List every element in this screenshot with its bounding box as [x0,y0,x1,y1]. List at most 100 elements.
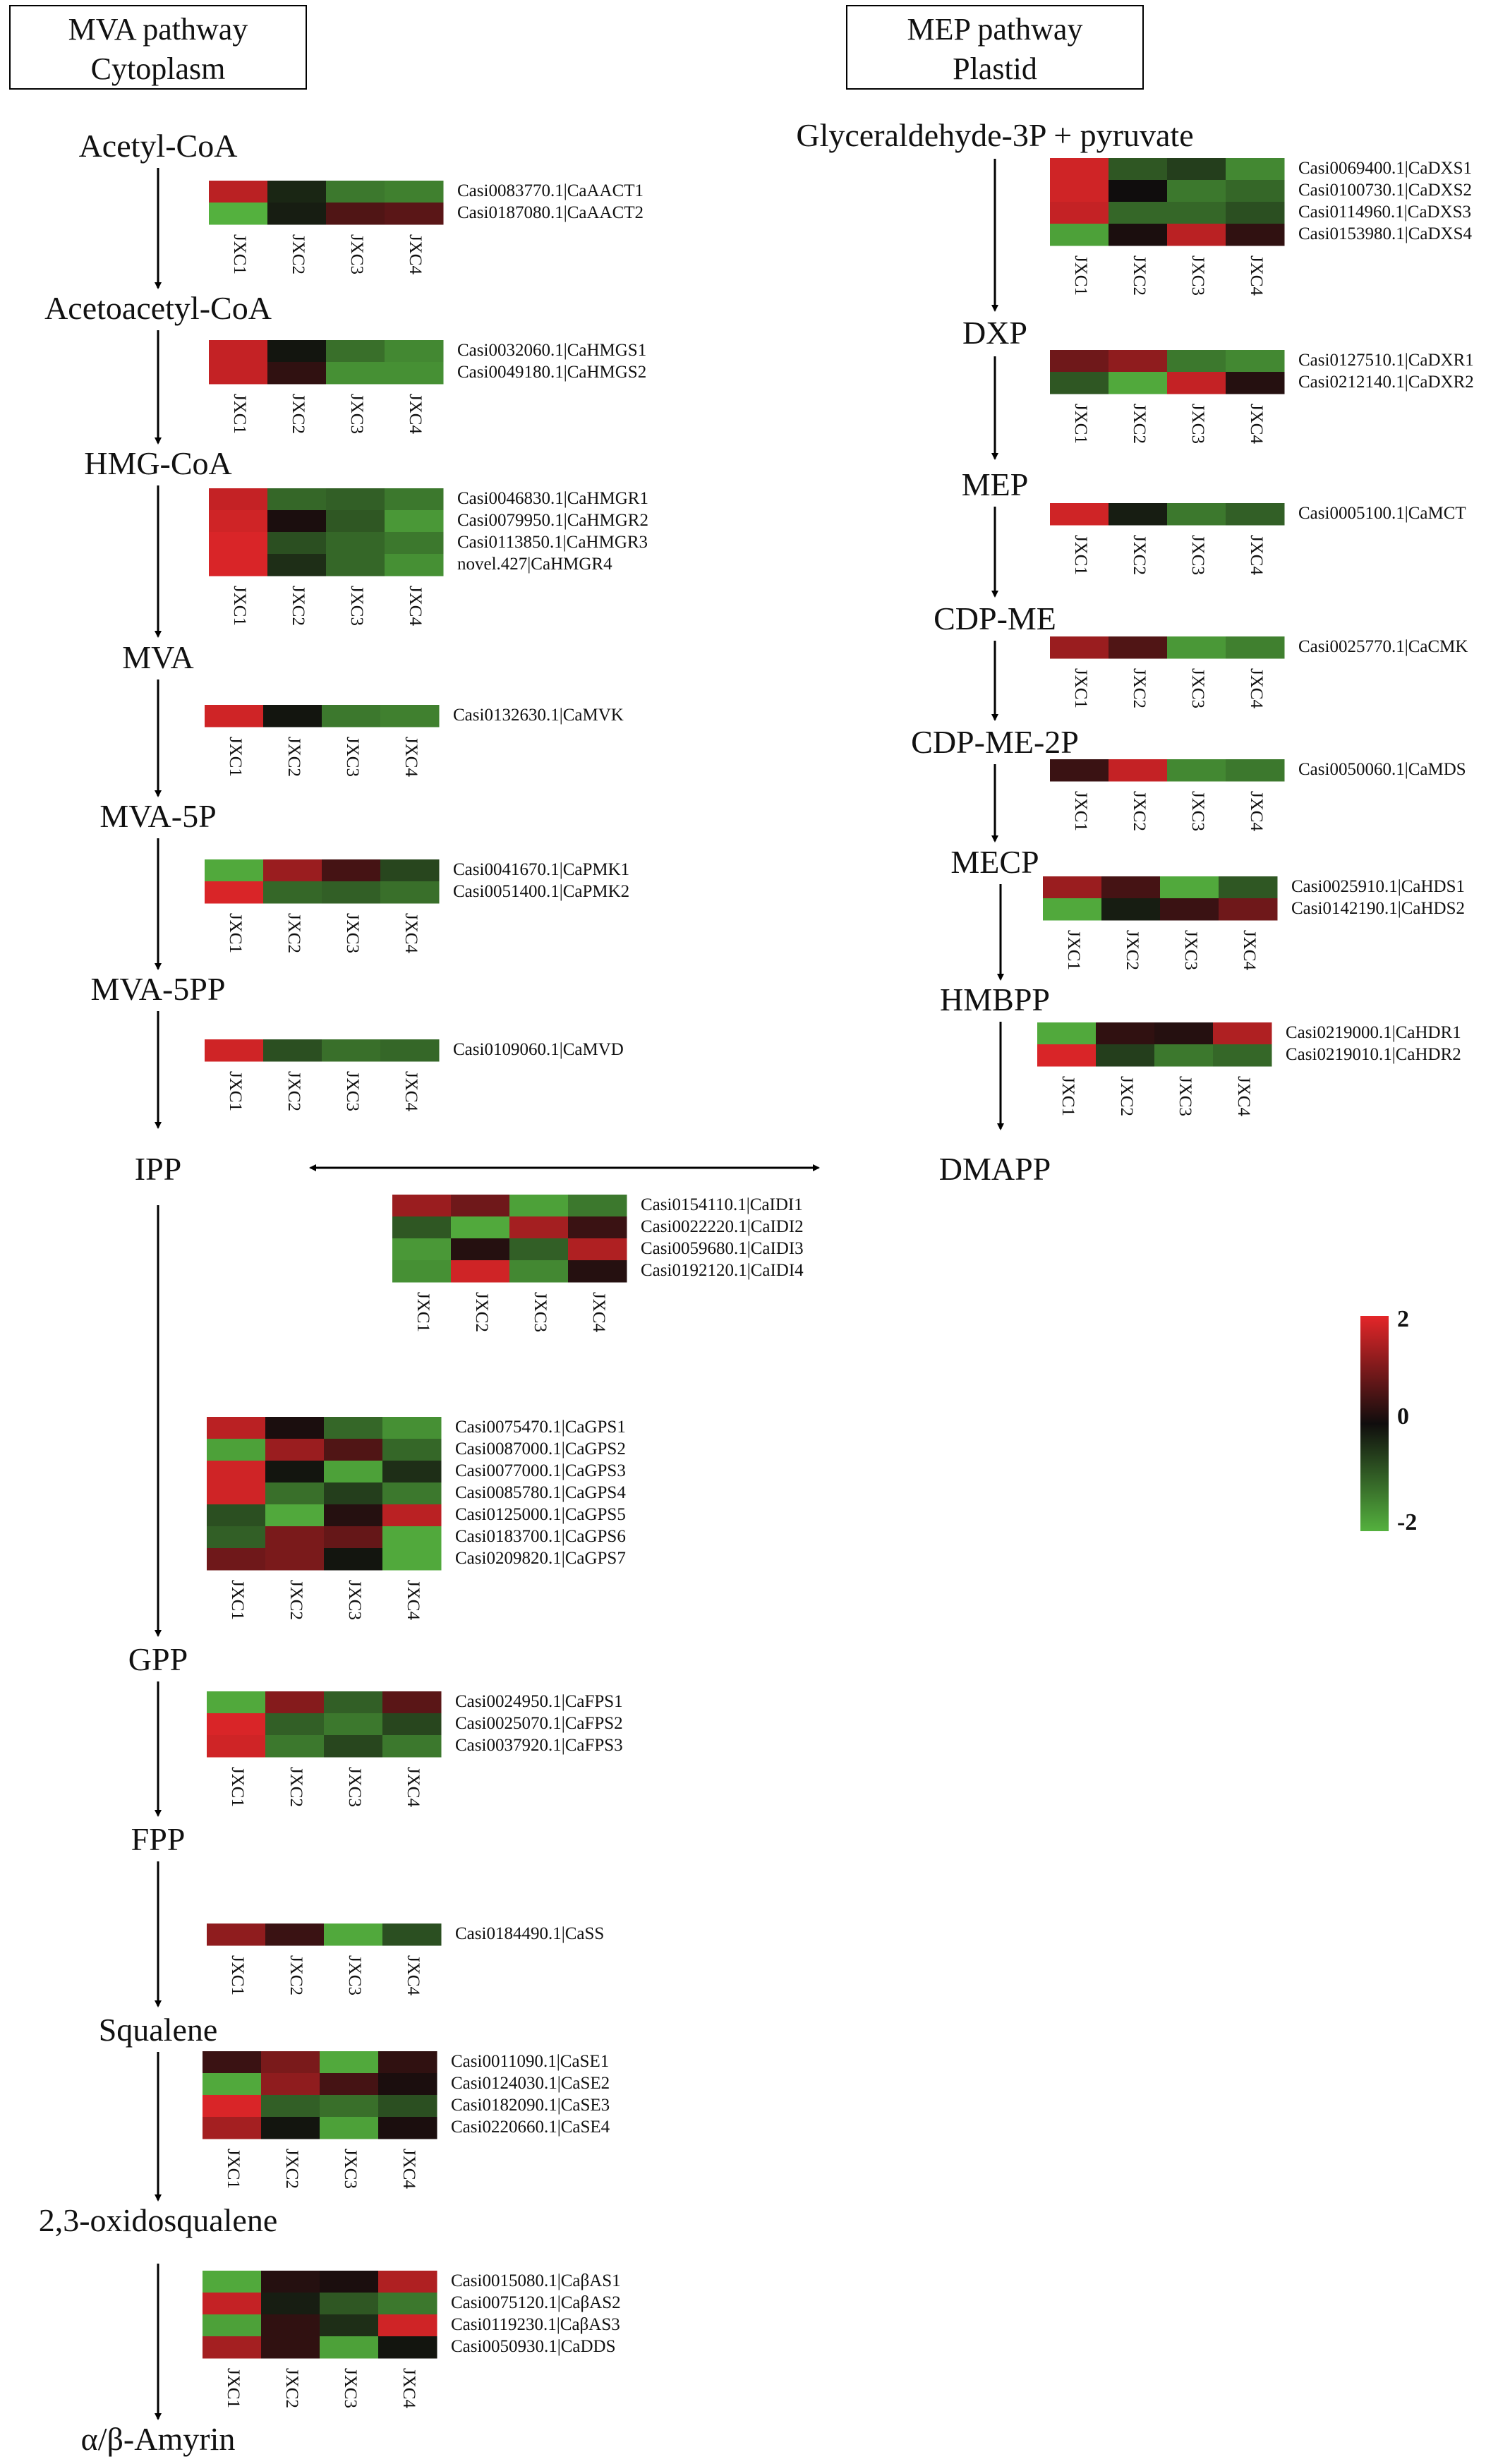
heatmap-cell [320,2051,379,2074]
heatmap-cell [385,362,444,385]
heatmap-cell [261,2051,320,2074]
heatmap-fps: Casi0024950.1|CaFPS1 Casi0025070.1|CaFPS2… [207,1691,623,1807]
heatmap-cell [263,859,322,882]
heatmap-cell [320,2117,379,2139]
sample-label: JXC4 [401,737,421,777]
sample-label: JXC1 [1071,668,1090,708]
gene-label: Casi0184490.1|CaSS [455,1924,604,1943]
heatmap-cell [265,1482,325,1505]
sample-label: JXC4 [1240,930,1259,970]
sample-label: JXC4 [1247,404,1266,444]
heatmap-cell [1109,180,1168,203]
heatmap-cell [261,2336,320,2359]
heatmap-cell [392,1260,452,1283]
metabolite-hmg-coa: HMG-CoA [84,445,232,481]
heatmap-hds: Casi0025910.1|CaHDS1 Casi0142190.1|CaHDS2… [1043,876,1465,970]
heatmap-cell [324,1526,383,1549]
heatmap-cell [205,1039,264,1062]
heatmap-cell [568,1260,627,1283]
heatmap-cell [392,1216,452,1239]
heatmap-cell [509,1238,569,1261]
heatmap-cell [263,705,322,727]
heatmap-cell [320,2095,379,2118]
heatmap-cell [1037,1044,1097,1067]
heatmap-cell [324,1713,383,1736]
heatmap-cell [380,859,440,882]
heatmap-cell [1160,876,1219,899]
gene-label: Casi0083770.1|CaAACT1 [457,181,644,200]
heatmap-cell [267,510,327,533]
heatmap-cell [324,1548,383,1571]
sample-label: JXC3 [345,1767,364,1807]
heatmap-mct: Casi0005100.1|CaMCT JXC1 JXC2 JXC3 JXC4 [1050,503,1466,575]
sample-label: JXC1 [230,234,249,274]
heatmap-cell [378,2117,437,2139]
gene-label: Casi0051400.1|CaPMK2 [453,882,629,901]
sample-label: JXC2 [1130,255,1149,296]
heatmap-cell [1050,636,1109,659]
heatmap-cell [378,2293,437,2315]
heatmap-cell [265,1417,325,1439]
sample-label: JXC2 [1130,404,1149,444]
gene-label: Casi0005100.1|CaMCT [1298,504,1466,523]
heatmap-cell [209,532,268,555]
gene-label: Casi0085780.1|CaGPS4 [455,1483,626,1502]
sample-label: JXC3 [1188,404,1207,444]
heatmap-cell [324,1735,383,1758]
heatmap-cell [385,510,444,533]
heatmap-cell [207,1691,266,1714]
heatmap-cell [265,1548,325,1571]
sample-label: JXC1 [228,1767,247,1807]
heatmap-cell [1050,503,1109,526]
sample-label: JXC2 [1130,668,1149,708]
mva-pathway-header: MVA pathway Cytoplasm [9,5,307,90]
gene-label: Casi0050930.1|CaDDS [451,2337,615,2356]
sample-label: JXC1 [1071,535,1090,575]
heatmap-cell [1226,759,1285,782]
heatmap-cell [1167,759,1226,782]
legend-mid-label: 0 [1397,1403,1409,1430]
sample-label: JXC4 [406,234,425,274]
heatmap-cell [380,1039,440,1062]
sample-label: JXC3 [343,1071,362,1111]
heatmap-cell [265,1504,325,1527]
heatmap-cell [261,2095,320,2118]
heatmap-cell [382,1526,442,1549]
heatmap-cell [509,1216,569,1239]
heatmap-cell [378,2051,437,2074]
heatmap-cell [322,859,381,882]
gene-label: Casi0209820.1|CaGPS7 [455,1549,626,1568]
gene-label: Casi0219010.1|CaHDR2 [1286,1045,1461,1064]
sample-label: JXC2 [289,234,308,274]
sample-label: JXC3 [343,913,362,953]
heatmap-cell [261,2314,320,2337]
heatmap-cell [267,340,327,363]
sample-label: JXC1 [1071,255,1090,296]
sample-label: JXC3 [1188,668,1207,708]
sample-label: JXC2 [472,1292,491,1332]
heatmap-gps: Casi0075470.1|CaGPS1 Casi0087000.1|CaGPS2… [207,1417,626,1620]
heatmap-cell [1109,350,1168,373]
heatmap-cell [267,181,327,203]
heatmap-cell [320,2314,379,2337]
heatmap-cell [203,2117,262,2139]
heatmap-cell [205,859,264,882]
heatmap-cell [1226,636,1285,659]
heatmap-cell [261,2293,320,2315]
heatmap-cell [1226,180,1285,203]
sample-label: JXC1 [1058,1076,1077,1116]
heatmap-cell [1226,158,1285,181]
heatmap-cell [326,532,385,555]
heatmap-cell [209,488,268,511]
heatmap-cell [261,2271,320,2293]
gene-label: Casi0127510.1|CaDXR1 [1298,351,1474,370]
pathway-arrows [155,159,1004,2420]
heatmap-hdr: Casi0219000.1|CaHDR1 Casi0219010.1|CaHDR2… [1037,1022,1461,1116]
heatmap-cell [1226,372,1285,394]
sample-label: JXC3 [341,2368,360,2408]
sample-label: JXC1 [226,913,245,953]
heatmap-cell [1050,350,1109,373]
sample-label: JXC4 [406,586,425,626]
gene-label: Casi0050060.1|CaMDS [1298,760,1466,779]
